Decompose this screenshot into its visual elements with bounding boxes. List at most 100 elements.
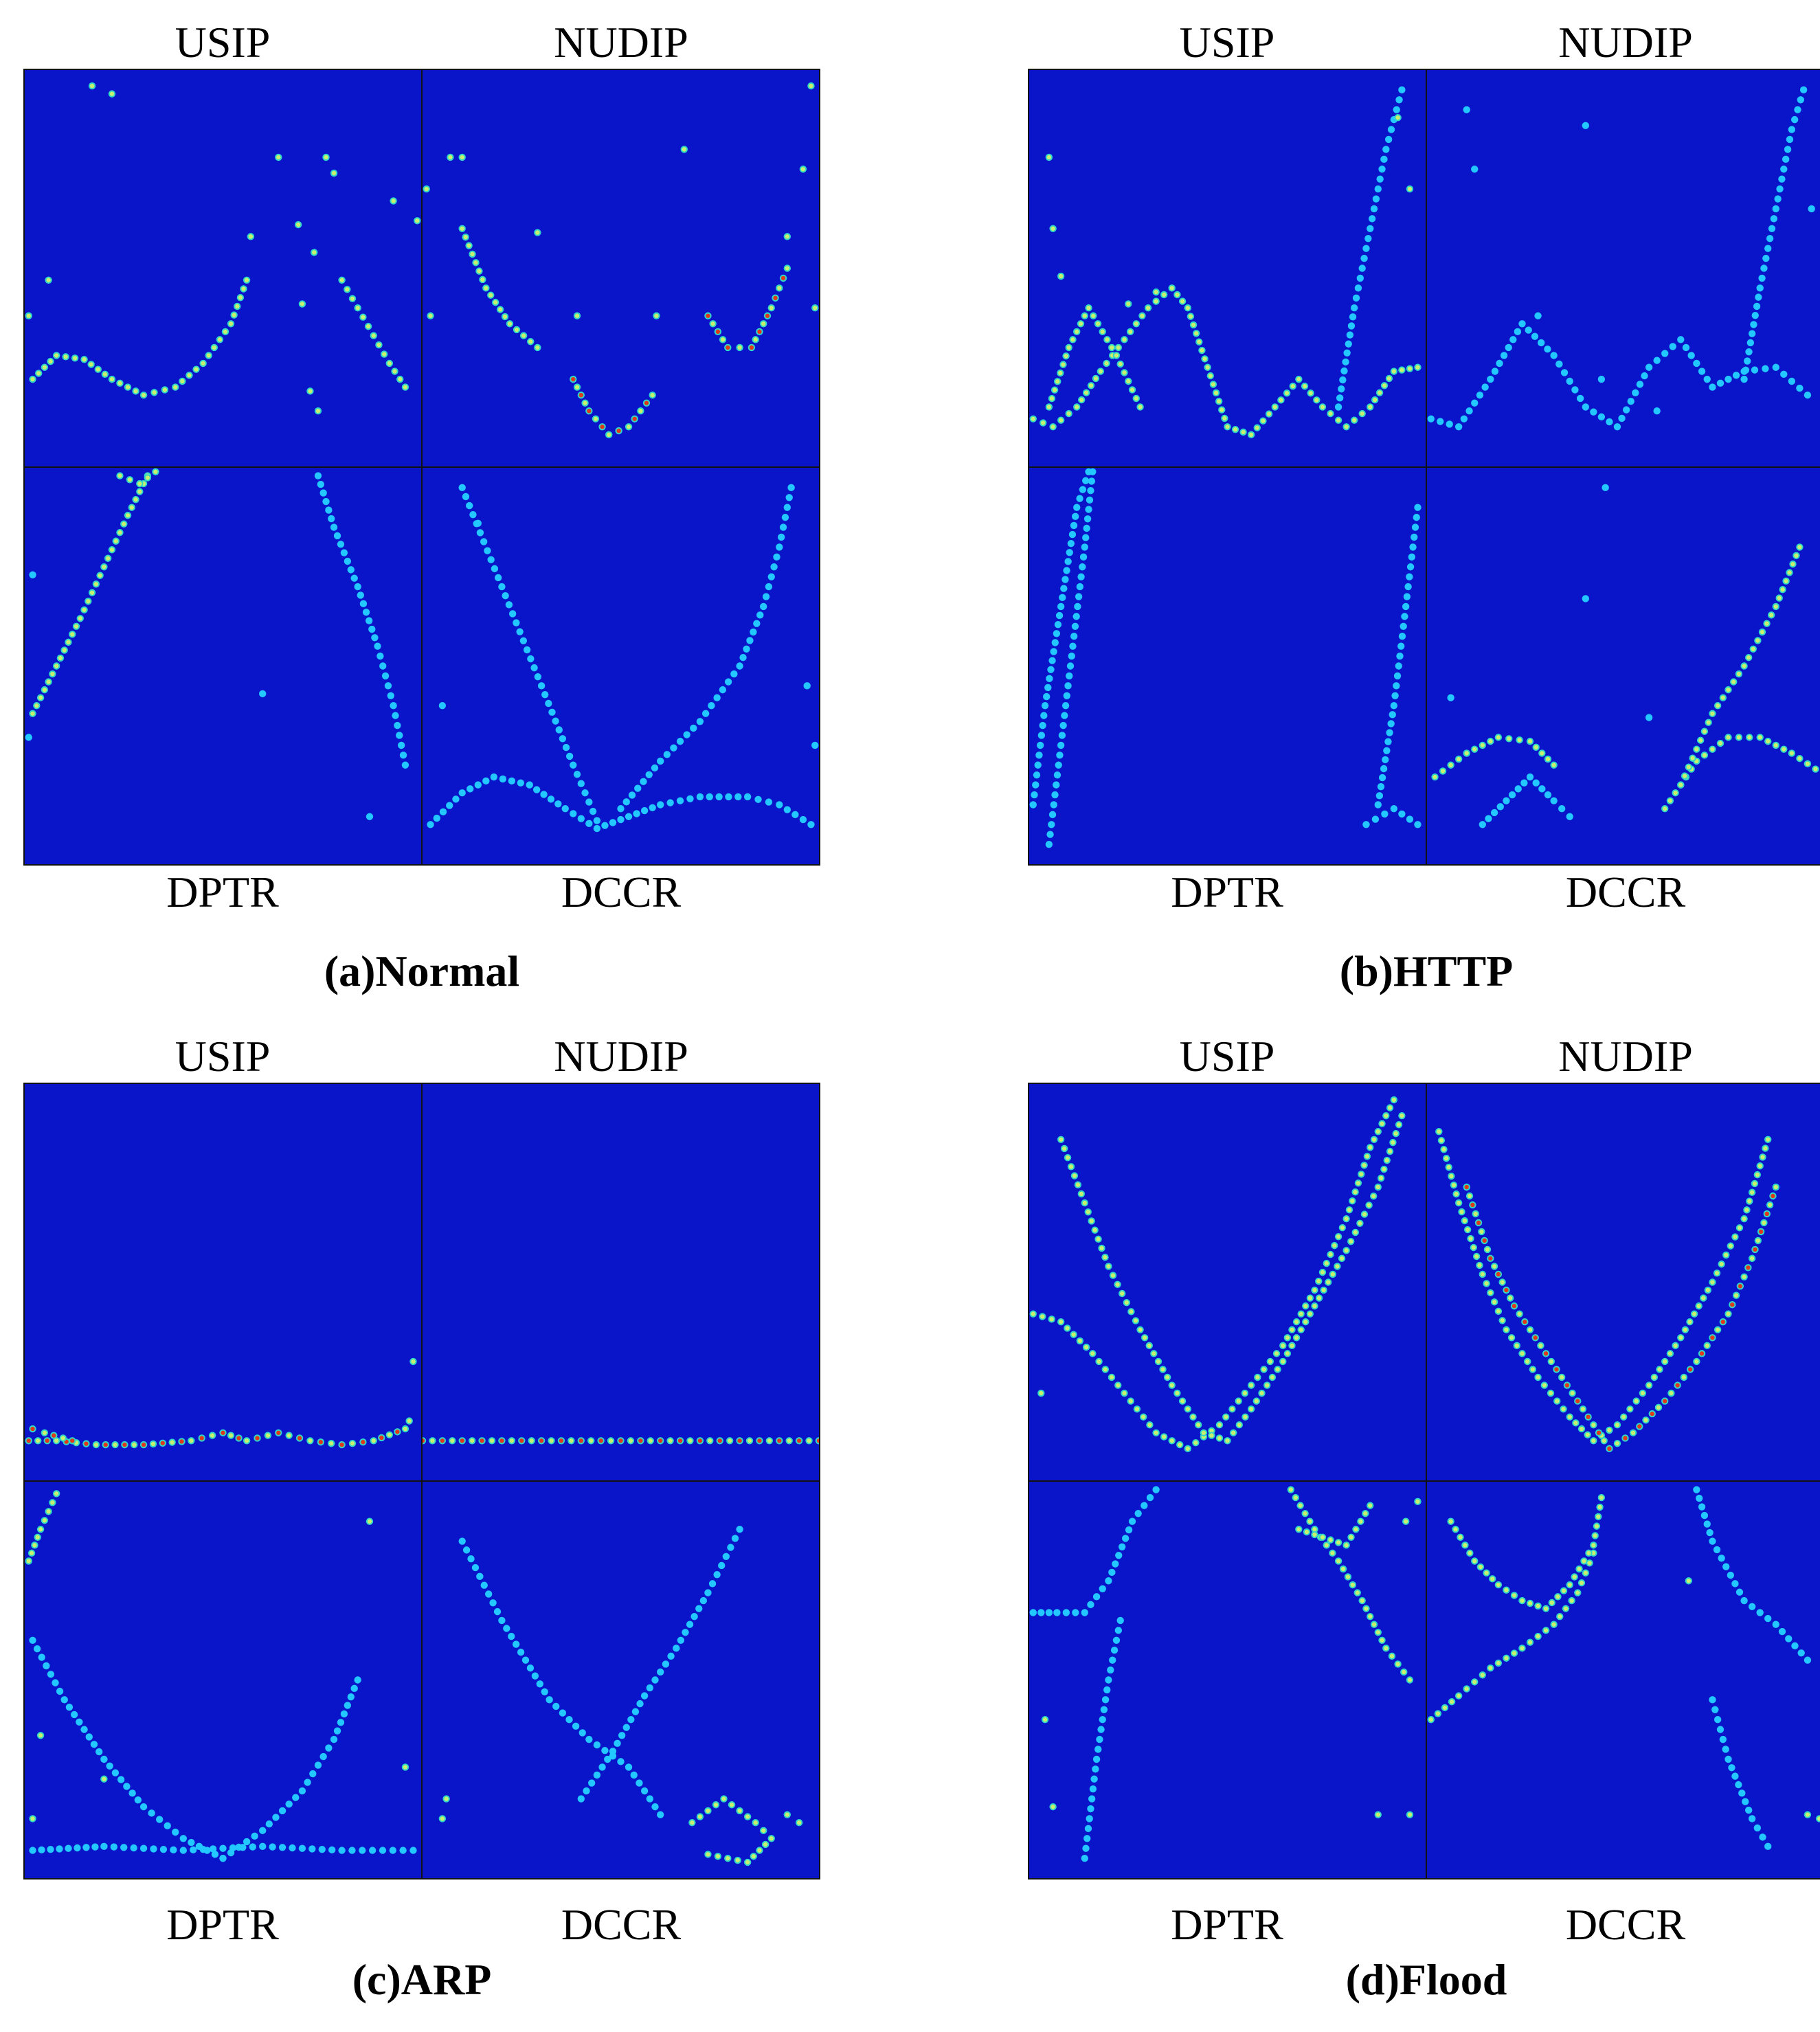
- heatmap-point: [1518, 1645, 1526, 1652]
- heatmap-point: [1303, 1528, 1311, 1536]
- heatmap-point: [1367, 225, 1374, 232]
- heatmap-point: [80, 1726, 88, 1733]
- heatmap-point: [1703, 375, 1711, 383]
- heatmap-point: [647, 1437, 654, 1445]
- heatmap-point: [80, 606, 88, 613]
- heatmap-point: [1136, 403, 1144, 411]
- heatmap-point: [442, 1795, 450, 1803]
- heatmap-point: [1032, 781, 1040, 789]
- heatmap-point: [1709, 383, 1716, 391]
- heatmap-point: [1791, 1642, 1799, 1650]
- heatmap-grid-normal: [23, 69, 820, 866]
- heatmap-point: [1735, 670, 1743, 678]
- heatmap-point: [1636, 1423, 1643, 1430]
- heatmap-point: [401, 1763, 409, 1771]
- heatmap-point: [598, 1763, 606, 1771]
- heatmap-point: [1790, 115, 1799, 124]
- heatmap-point: [783, 806, 791, 813]
- heatmap-point: [438, 1815, 447, 1822]
- heatmap-point: [41, 363, 49, 371]
- heatmap-point: [1045, 403, 1053, 411]
- heatmap-point: [1784, 146, 1792, 153]
- heatmap-point: [753, 620, 761, 627]
- heatmap-point: [1582, 403, 1589, 411]
- heatmap-point: [1714, 702, 1722, 710]
- heatmap-point: [1690, 1310, 1698, 1318]
- heatmap-point: [1347, 1237, 1355, 1245]
- heatmap-point: [1051, 791, 1059, 799]
- heatmap-point: [1574, 1397, 1582, 1405]
- heatmap-point: [559, 735, 567, 743]
- heatmap-point: [1239, 428, 1247, 436]
- heatmap-point: [458, 1537, 466, 1545]
- heatmap-point: [1724, 734, 1732, 741]
- heatmap-point: [1311, 1302, 1318, 1310]
- heatmap-point: [1079, 563, 1086, 571]
- heatmap-point: [1110, 1647, 1119, 1654]
- heatmap-point: [47, 1671, 55, 1678]
- heatmap-point: [429, 1437, 436, 1445]
- heatmap-point: [438, 1437, 447, 1445]
- heatmap-point: [1338, 1254, 1346, 1263]
- heatmap-point: [487, 556, 495, 563]
- heatmap-point: [1672, 1342, 1679, 1350]
- heatmap-point: [546, 1696, 553, 1704]
- heatmap-point: [1347, 322, 1356, 330]
- heatmap-point: [1411, 523, 1419, 531]
- caption-flood: (d)Flood: [1345, 1955, 1507, 2004]
- heatmap-point: [517, 779, 525, 787]
- heatmap-point: [104, 554, 112, 562]
- heatmap-point: [1068, 530, 1077, 539]
- heatmap-point: [682, 1629, 689, 1636]
- heatmap-point: [627, 1716, 635, 1724]
- label-dptr: DPTR: [166, 1900, 279, 1949]
- heatmap-point: [1058, 732, 1066, 739]
- heatmap-point: [1302, 1302, 1310, 1310]
- heatmap-point: [394, 721, 401, 730]
- heatmap-point: [1804, 760, 1812, 768]
- heatmap-point: [198, 1434, 205, 1442]
- heatmap-point: [1590, 1542, 1597, 1549]
- heatmap-point: [1302, 1318, 1310, 1326]
- heatmap-point: [1414, 821, 1422, 828]
- heatmap-point: [468, 1437, 476, 1445]
- heatmap-point: [487, 291, 495, 299]
- heatmap-point: [1247, 1405, 1255, 1413]
- heatmap-point: [330, 523, 338, 531]
- heatmap-point: [272, 1814, 280, 1821]
- heatmap-point: [269, 1843, 276, 1851]
- heatmap-point: [100, 563, 108, 571]
- heatmap-point: [1066, 672, 1073, 680]
- heatmap-point: [489, 1599, 497, 1607]
- heatmap-point: [695, 1605, 703, 1612]
- heatmap-point: [1059, 721, 1067, 730]
- heatmap-point: [348, 1847, 356, 1854]
- heatmap-point: [1575, 1565, 1583, 1573]
- heatmap-point: [1114, 1381, 1122, 1389]
- heatmap-point: [1061, 702, 1070, 710]
- heatmap-point: [1349, 1197, 1356, 1205]
- heatmap-point: [1544, 755, 1552, 763]
- heatmap-point: [65, 638, 72, 646]
- heatmap-point: [1764, 1842, 1772, 1851]
- heatmap-point: [1242, 1413, 1249, 1421]
- heatmap-point: [480, 1581, 488, 1589]
- heatmap-point: [322, 497, 330, 506]
- heatmap-point: [1782, 577, 1790, 585]
- heatmap-point: [1306, 1294, 1314, 1302]
- heatmap-point: [1139, 1413, 1147, 1421]
- heatmap-point: [1092, 1765, 1099, 1773]
- heatmap-point: [1558, 1373, 1566, 1381]
- heatmap-point: [1431, 773, 1439, 781]
- heatmap-point: [87, 361, 95, 368]
- heatmap-point: [379, 662, 387, 670]
- heatmap-point: [1442, 1154, 1450, 1162]
- heatmap-point: [756, 611, 764, 619]
- heatmap-point: [1136, 1326, 1144, 1333]
- heatmap-point: [1799, 86, 1808, 94]
- heatmap-point: [1693, 359, 1700, 368]
- heatmap-point: [1349, 313, 1357, 321]
- heatmap-point: [471, 1563, 480, 1572]
- heatmap-point: [45, 276, 52, 284]
- heatmap-point: [1292, 1334, 1301, 1342]
